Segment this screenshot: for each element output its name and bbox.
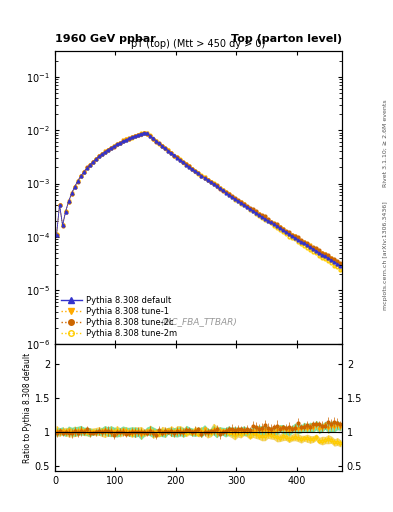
Text: 1960 GeV ppbar: 1960 GeV ppbar <box>55 33 156 44</box>
Text: mcplots.cern.ch [arXiv:1306.3436]: mcplots.cern.ch [arXiv:1306.3436] <box>383 202 387 310</box>
Legend: Pythia 8.308 default, Pythia 8.308 tune-1, Pythia 8.308 tune-2c, Pythia 8.308 tu: Pythia 8.308 default, Pythia 8.308 tune-… <box>59 294 179 339</box>
Y-axis label: Ratio to Pythia 8.308 default: Ratio to Pythia 8.308 default <box>23 352 32 462</box>
Text: Rivet 3.1.10; ≥ 2.6M events: Rivet 3.1.10; ≥ 2.6M events <box>383 99 387 187</box>
Text: Top (parton level): Top (parton level) <box>231 33 342 44</box>
Title: pT (top) (Mtt > 450 dy > 0): pT (top) (Mtt > 450 dy > 0) <box>131 39 266 49</box>
Text: (MC_FBA_TTBAR): (MC_FBA_TTBAR) <box>160 317 237 326</box>
